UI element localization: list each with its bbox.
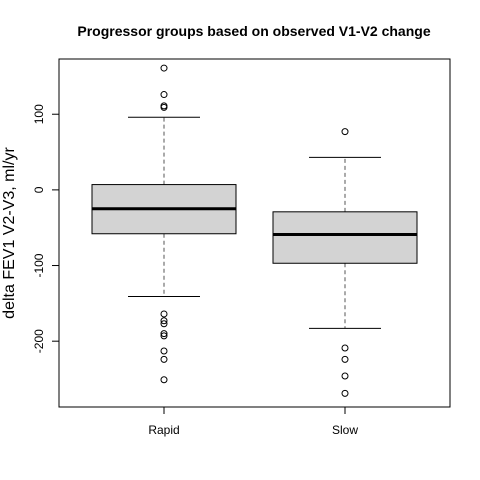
outlier-point [160,103,168,111]
y-tick-label: 100 [32,104,46,124]
box-series [91,64,418,397]
outlier-point [160,332,168,340]
outlier-point [341,344,349,352]
y-tick-label: -200 [32,329,46,353]
x-tick-label: Rapid [148,423,179,437]
box-group-rapid [91,64,237,384]
outlier-point [160,376,168,384]
outlier-point [160,317,168,325]
box-group-slow [272,128,418,397]
outlier-point [160,347,168,355]
x-axis-ticks: Rapid Slow [148,407,358,437]
y-tick-label: -100 [32,253,46,277]
y-axis-label: delta FEV1 V2-V3, ml/yr [1,147,18,319]
outlier-point [341,128,349,136]
outlier-point [160,64,168,72]
outlier-point [160,320,168,328]
outlier-point [341,389,349,397]
outlier-point [160,330,168,338]
outlier-point [160,355,168,363]
outlier-point [160,310,168,318]
outlier-point [341,355,349,363]
y-axis-ticks: -200 -100 0 100 [32,104,59,353]
outlier-point [341,372,349,380]
chart-title: Progressor groups based on observed V1-V… [77,23,430,39]
x-tick-label: Slow [332,423,358,437]
iqr-box [272,211,418,264]
outlier-point [160,91,168,99]
y-tick-label: 0 [32,186,46,193]
